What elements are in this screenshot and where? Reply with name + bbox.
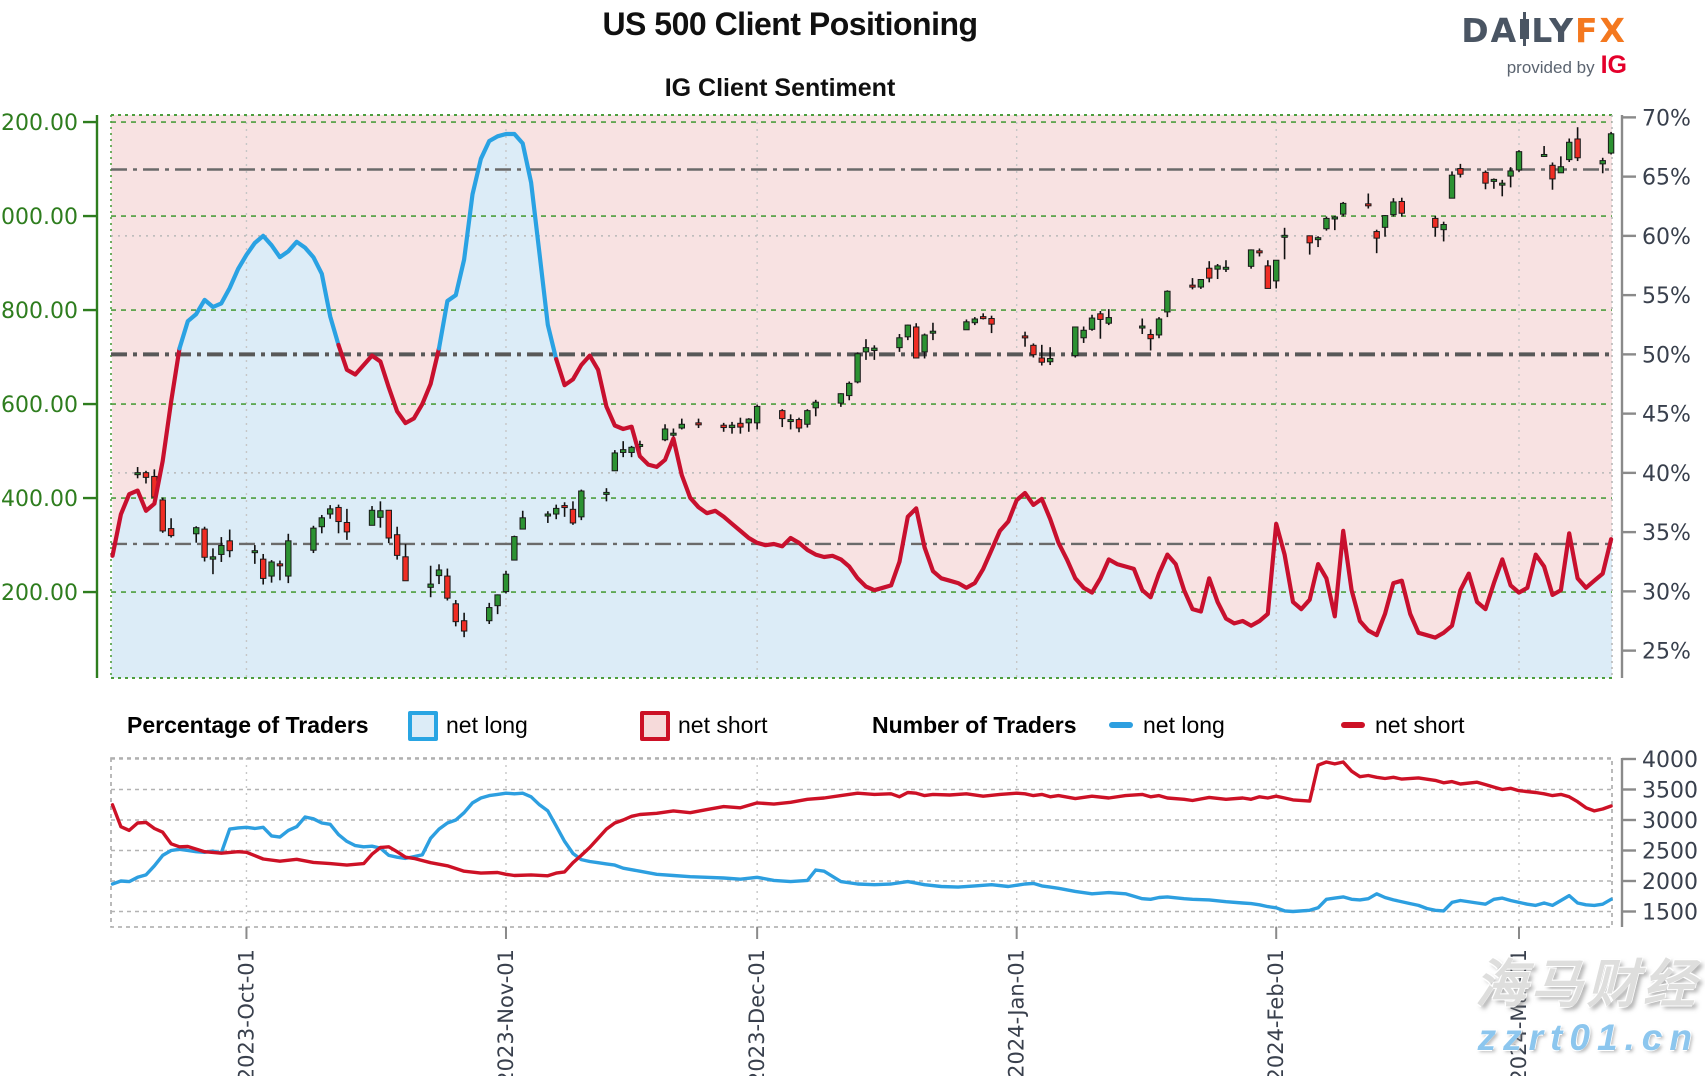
net-short-line-swatch-icon (1341, 722, 1365, 728)
client-sentiment-line (110, 131, 1614, 640)
count-axis-right: 4000 3500 3000 2500 2000 1500 (1620, 748, 1698, 927)
legend-pct-header: Percentage of Traders (127, 712, 369, 738)
count-tick-label: 2000 (1642, 870, 1698, 895)
chart-subtitle: IG Client Sentiment (664, 74, 896, 102)
date-tick-label: 2024-Jan-01 (1005, 949, 1029, 1076)
price-sentiment-chart: 5200.00 5000.00 4800.00 4600.00 4400.00 4200.… (0, 106, 1691, 679)
percent-tick-label: 70% (1642, 106, 1691, 131)
logo-text-fx: FX (1575, 11, 1627, 50)
dailyfx-logo: DA LYFX provided by IG (1461, 8, 1627, 80)
percent-tick-label: 60% (1642, 225, 1691, 250)
percent-axis-right: 70% 65% 60% 55% 50% 45% 40% 35% 30% 25% (1620, 106, 1691, 678)
date-tick-label: 2024-Mar-01 (1507, 949, 1531, 1076)
date-tick-label: 2023-Oct-01 (234, 949, 258, 1076)
date-axis: 2023-Oct-01 2023-Nov-01 2023-Dec-01 2024-Ja… (234, 927, 1531, 1076)
date-tick-label: 2023-Dec-01 (745, 949, 769, 1076)
price-axis-left: 5200.00 5000.00 4800.00 4600.00 4400.00 4200.… (0, 111, 99, 678)
month-gridlines (245, 115, 1520, 678)
provided-by-text: provided by (1506, 58, 1595, 77)
candlestick-icon (1520, 12, 1530, 46)
percent-tick-label: 25% (1642, 640, 1691, 665)
price-tick-label: 4600.00 (0, 393, 78, 418)
logo-text-da: DA (1461, 11, 1519, 50)
sentiment-reference-lines (111, 168, 1612, 546)
percent-tick-label: 55% (1642, 284, 1691, 309)
net-long-area-fill (111, 134, 1612, 678)
net-short-pct-swatch-icon (640, 711, 670, 741)
percent-tick-label: 45% (1642, 403, 1691, 428)
net-short-count-line (110, 760, 1613, 878)
dailyfx-wordmark: DA LYFX (1461, 8, 1627, 50)
ig-logo: IG (1600, 51, 1627, 79)
price-tick-label: 5000.00 (0, 205, 78, 230)
price-tick-label: 4400.00 (0, 487, 78, 512)
count-gridlines (110, 757, 1613, 928)
price-tick-label: 4200.00 (0, 581, 78, 606)
date-tick-label: 2024-Feb-01 (1264, 949, 1288, 1076)
price-tick-label: 4800.00 (0, 299, 78, 324)
net-long-pct-swatch-icon (408, 711, 438, 741)
legend-pct-net-long-label: net long (446, 712, 528, 738)
count-tick-label: 3500 (1642, 779, 1698, 804)
provided-by-line: provided by IG (1461, 51, 1627, 80)
percent-tick-label: 65% (1642, 166, 1691, 191)
percent-tick-label: 35% (1642, 521, 1691, 546)
price-tick-label: 5200.00 (0, 111, 78, 136)
count-tick-label: 1500 (1642, 901, 1698, 926)
net-long-count-line (110, 791, 1613, 914)
net-long-line-swatch-icon (1109, 722, 1133, 728)
legend-num-net-short-label: net short (1375, 712, 1465, 738)
legend-num-header: Number of Traders (872, 712, 1077, 738)
percent-tick-label: 40% (1642, 462, 1691, 487)
legend-pct-net-short-label: net short (678, 712, 768, 738)
percent-tick-label: 30% (1642, 580, 1691, 605)
percent-tick-label: 50% (1642, 343, 1691, 368)
net-short-area-fill (111, 115, 1612, 638)
price-gridlines (110, 114, 1613, 679)
logo-text-ly: LY (1531, 11, 1575, 50)
count-tick-label: 3000 (1642, 809, 1698, 834)
count-tick-label: 4000 (1642, 748, 1698, 773)
page-title: US 500 Client Positioning (602, 6, 978, 42)
count-tick-label: 2500 (1642, 840, 1698, 865)
legend-num-net-long-label: net long (1143, 712, 1225, 738)
date-tick-label: 2023-Nov-01 (494, 949, 518, 1076)
chart-legend: Percentage of Traders net long net short… (0, 704, 1705, 750)
